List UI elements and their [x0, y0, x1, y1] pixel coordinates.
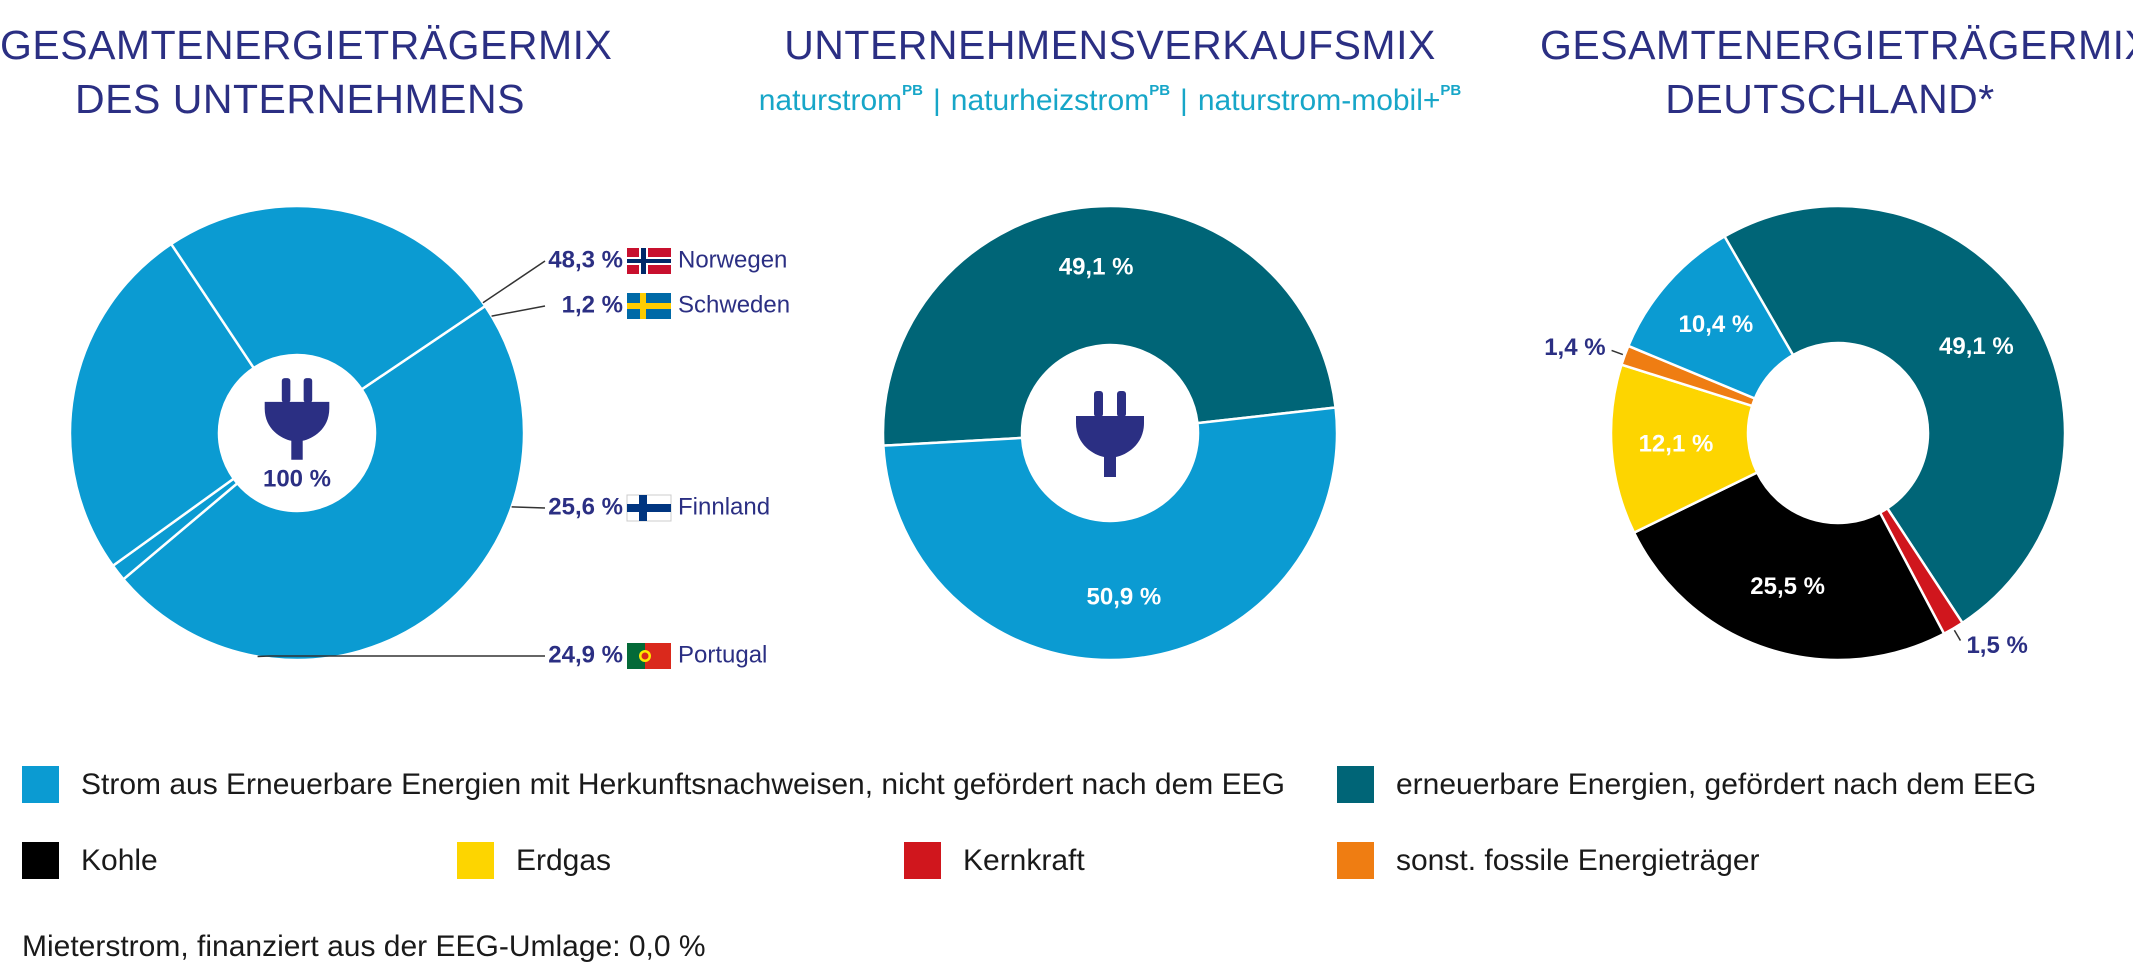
- country-label-norwegen: Norwegen: [678, 246, 787, 273]
- plug-icon: [1076, 391, 1144, 477]
- product-naturstrom: naturstrom: [758, 84, 903, 117]
- germany-slice-erdgas: [1609, 363, 1759, 535]
- sales-mix-chart: 49,1 % 50,9 %: [881, 204, 1339, 662]
- leader-line-norwegen: [482, 260, 546, 304]
- middle-chart-title: UNTERNEHMENSVERKAUFSMIX: [740, 18, 1480, 72]
- country-label-finnland: Finnland: [678, 493, 770, 520]
- legend-swatch-eeg: [1337, 766, 1374, 803]
- legend-item-kernkraft: Kernkraft: [904, 842, 1085, 879]
- legend-item-herkunft: Strom aus Erneuerbare Energien mit Herku…: [22, 766, 1285, 803]
- legend-label-herkunft: Strom aus Erneuerbare Energien mit Herku…: [81, 767, 1285, 801]
- flag-finland-icon: [626, 494, 672, 522]
- slice-finnland: [68, 242, 256, 568]
- germany-slice-label-herkunft: 10,4 %: [1679, 311, 1754, 338]
- germany-slice-eeg: [1722, 204, 2067, 625]
- middle-title-text: UNTERNEHMENSVERKAUFSMIX: [784, 22, 1436, 68]
- flag-norway-icon: [627, 248, 671, 274]
- legend-label-kernkraft: Kernkraft: [963, 843, 1085, 877]
- leader-line-schweden: [491, 305, 546, 317]
- legend-label-eeg: erneuerbare Energien, gefördert nach dem…: [1396, 767, 2037, 801]
- germany-leader-fossil: [1611, 349, 1624, 356]
- leader-line-finnland: [511, 506, 546, 509]
- slice-label-schweden: 1,2 %: [562, 291, 623, 318]
- center-label-100: 100 %: [263, 465, 331, 492]
- subtitle-separator-1: |: [932, 84, 941, 117]
- legend-label-erdgas: Erdgas: [516, 843, 612, 877]
- product-sup-2: PB: [1149, 82, 1171, 99]
- sales-slice-label-herkunft: 50,9 %: [1087, 583, 1162, 610]
- subtitle-separator-2: |: [1180, 84, 1188, 117]
- sales-slice-label-eeg: 49,1 %: [1059, 253, 1134, 280]
- plug-icon: [264, 378, 330, 460]
- slice-label-finnland: 25,6 %: [548, 493, 623, 520]
- right-chart-title: GESAMTENERGIETRÄGERMIX DEUTSCHLAND*: [1540, 18, 2133, 126]
- flag-sweden-icon: [627, 293, 671, 319]
- germany-slice-label-eeg: 49,1 %: [1939, 333, 2014, 360]
- footnote: Mieterstrom, finanziert aus der EEG-Umla…: [22, 930, 706, 963]
- germany-slice-label-erdgas: 12,1 %: [1639, 430, 1714, 457]
- country-label-schweden: Schweden: [678, 291, 790, 318]
- slice-label-portugal: 24,9 %: [548, 641, 623, 668]
- legend-item-eeg: erneuerbare Energien, gefördert nach dem…: [1337, 766, 2036, 803]
- legend-label-fossil: sonst. fossile Energieträger: [1396, 843, 1760, 877]
- legend-swatch-kernkraft: [904, 842, 941, 879]
- germany-slice-kohle: [1632, 470, 1946, 662]
- legend-swatch-erdgas: [457, 842, 494, 879]
- germany-slice-herkunft: [1626, 234, 1795, 401]
- right-title-line1: GESAMTENERGIETRÄGERMIX: [1540, 22, 2133, 68]
- left-title-line1: GESAMTENERGIETRÄGERMIX: [0, 22, 613, 68]
- germany-leader-kernkraft: [1953, 629, 1962, 641]
- product-naturheizstrom: naturheizstrom: [950, 84, 1150, 117]
- germany-slice-label-kernkraft: 1,5 %: [1966, 632, 2027, 659]
- sales-slice-herkunft: [882, 406, 1339, 662]
- slice-label-norwegen: 48,3 %: [548, 246, 623, 273]
- legend-swatch-herkunft: [22, 766, 59, 803]
- sales-slice-eeg: [881, 204, 1337, 447]
- product-sup-3: PB: [1440, 82, 1462, 99]
- product-naturstrom-mobil: naturstrom-mobil+: [1197, 84, 1441, 117]
- middle-chart-subtitle: naturstromPB | naturheizstromPB | naturstrom…: [700, 82, 1520, 118]
- legend-swatch-fossil: [1337, 842, 1374, 879]
- slice-portugal: [169, 204, 487, 392]
- legend-item-erdgas: Erdgas: [457, 842, 611, 879]
- left-chart-title: GESAMTENERGIETRÄGERMIX DES UNTERNEHMENS: [0, 18, 613, 126]
- leader-line-portugal: [257, 655, 545, 658]
- germany-slice-label-fossil: 1,4 %: [1544, 334, 1605, 361]
- germany-mix-chart: 49,1 % 1,5 % 25,5 % 12,1 % 1,4 % 10,4 %: [1544, 204, 2067, 662]
- legend-item-kohle: Kohle: [22, 842, 158, 879]
- legend-item-fossil: sonst. fossile Energieträger: [1337, 842, 1760, 879]
- company-mix-chart: 48,3 % Norwegen 1,2 % Schweden 25,6 % Finnlan…: [68, 204, 790, 669]
- legend-label-kohle: Kohle: [81, 843, 158, 877]
- right-title-line2: DEUTSCHLAND*: [1665, 76, 1995, 122]
- slice-norwegen: [121, 304, 526, 662]
- legend-swatch-kohle: [22, 842, 59, 879]
- country-label-portugal: Portugal: [678, 641, 767, 668]
- charts-canvas: 48,3 % Norwegen 1,2 % Schweden 25,6 % Finnlan…: [68, 204, 2067, 669]
- germany-slice-label-kohle: 25,5 %: [1750, 573, 1825, 600]
- left-title-line2: DES UNTERNEHMENS: [75, 76, 525, 122]
- product-sup-1: PB: [902, 82, 923, 99]
- flag-portugal-icon: [627, 643, 671, 669]
